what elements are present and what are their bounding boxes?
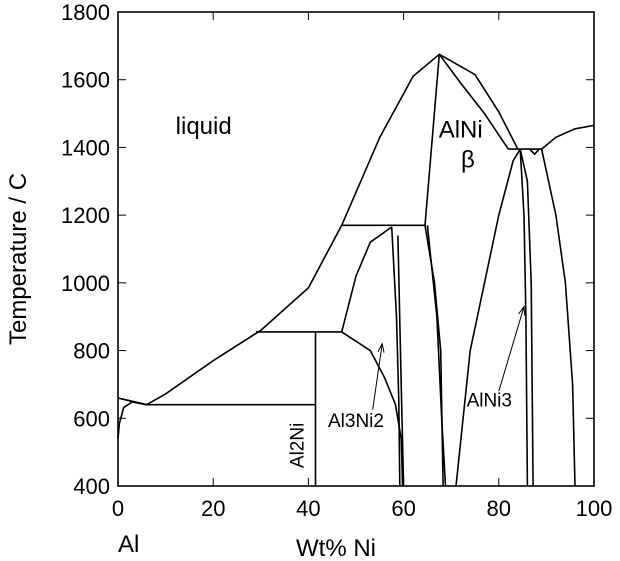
- y-tick-label: 1600: [61, 68, 110, 93]
- boundary-al3ni2-right-a: [390, 226, 401, 487]
- x-tick-label: 60: [391, 496, 415, 521]
- boundary-al3ni2-right-b: [397, 235, 405, 487]
- region-labels: liquid AlNi β Al2Ni Al3Ni2 AlNi3: [176, 113, 512, 468]
- boundary-al-solvus: [117, 401, 147, 439]
- region-label-liquid: liquid: [176, 113, 232, 140]
- x-tick-label: 100: [576, 496, 613, 521]
- y-tick-label: 400: [73, 474, 110, 499]
- boundary-liquidus-right: [541, 124, 595, 150]
- region-label-al2ni: Al2Ni: [288, 423, 309, 468]
- boundary-al-solidus: [117, 397, 147, 406]
- boundary-liquidus: [117, 53, 519, 406]
- boundary-beta-right-solidus: [438, 53, 509, 150]
- region-label-alni3: AlNi3: [467, 390, 512, 411]
- x-axis-label: Wt% Ni: [296, 535, 376, 561]
- y-axis-label: Temperature / C: [5, 173, 32, 345]
- boundary-beta-left-solvus-2: [426, 225, 447, 487]
- boundary-al3ni2-boundary: [341, 331, 404, 487]
- boundary-beta-solidus: [424, 54, 441, 226]
- region-label-: β: [461, 147, 475, 174]
- plot-frame: [117, 11, 595, 487]
- plot-area: [117, 53, 595, 487]
- x-tick-label: 40: [296, 496, 320, 521]
- region-label-alni: AlNi: [439, 116, 483, 143]
- annotation-arrow-1: [498, 306, 525, 392]
- boundary-al3ni2-left: [340, 226, 393, 333]
- y-tick-label: 1000: [61, 271, 110, 296]
- boundary-alni3-right: [519, 148, 534, 487]
- x-tick-label: 80: [487, 496, 511, 521]
- axis-ticks: 0 20 40 60 80 100 400 600 800 1000 1200 1400 1600 180…: [61, 0, 612, 521]
- y-tick-label: 1800: [61, 0, 110, 25]
- boundary-ni-solvus: [540, 148, 576, 487]
- x-tick-label: 20: [201, 496, 225, 521]
- annotation-arrowhead-0: [377, 342, 385, 353]
- boundary-alni3-nickel: [529, 148, 540, 156]
- annotation-arrow-0: [372, 343, 383, 410]
- x-tick-label: 0: [112, 496, 124, 521]
- y-tick-label: 1200: [61, 203, 110, 228]
- y-tick-label: 1400: [61, 135, 110, 160]
- region-label-al3ni2: Al3Ni2: [328, 411, 384, 432]
- annotation-arrowhead-1: [518, 305, 526, 316]
- boundary-beta-right-solvus: [455, 148, 521, 487]
- y-tick-label: 600: [73, 406, 110, 431]
- y-tick-label: 800: [73, 339, 110, 364]
- corner-label-al: Al: [118, 531, 139, 558]
- boundary-alni3-left: [519, 149, 529, 487]
- boundary-beta-left-solvus: [424, 225, 444, 487]
